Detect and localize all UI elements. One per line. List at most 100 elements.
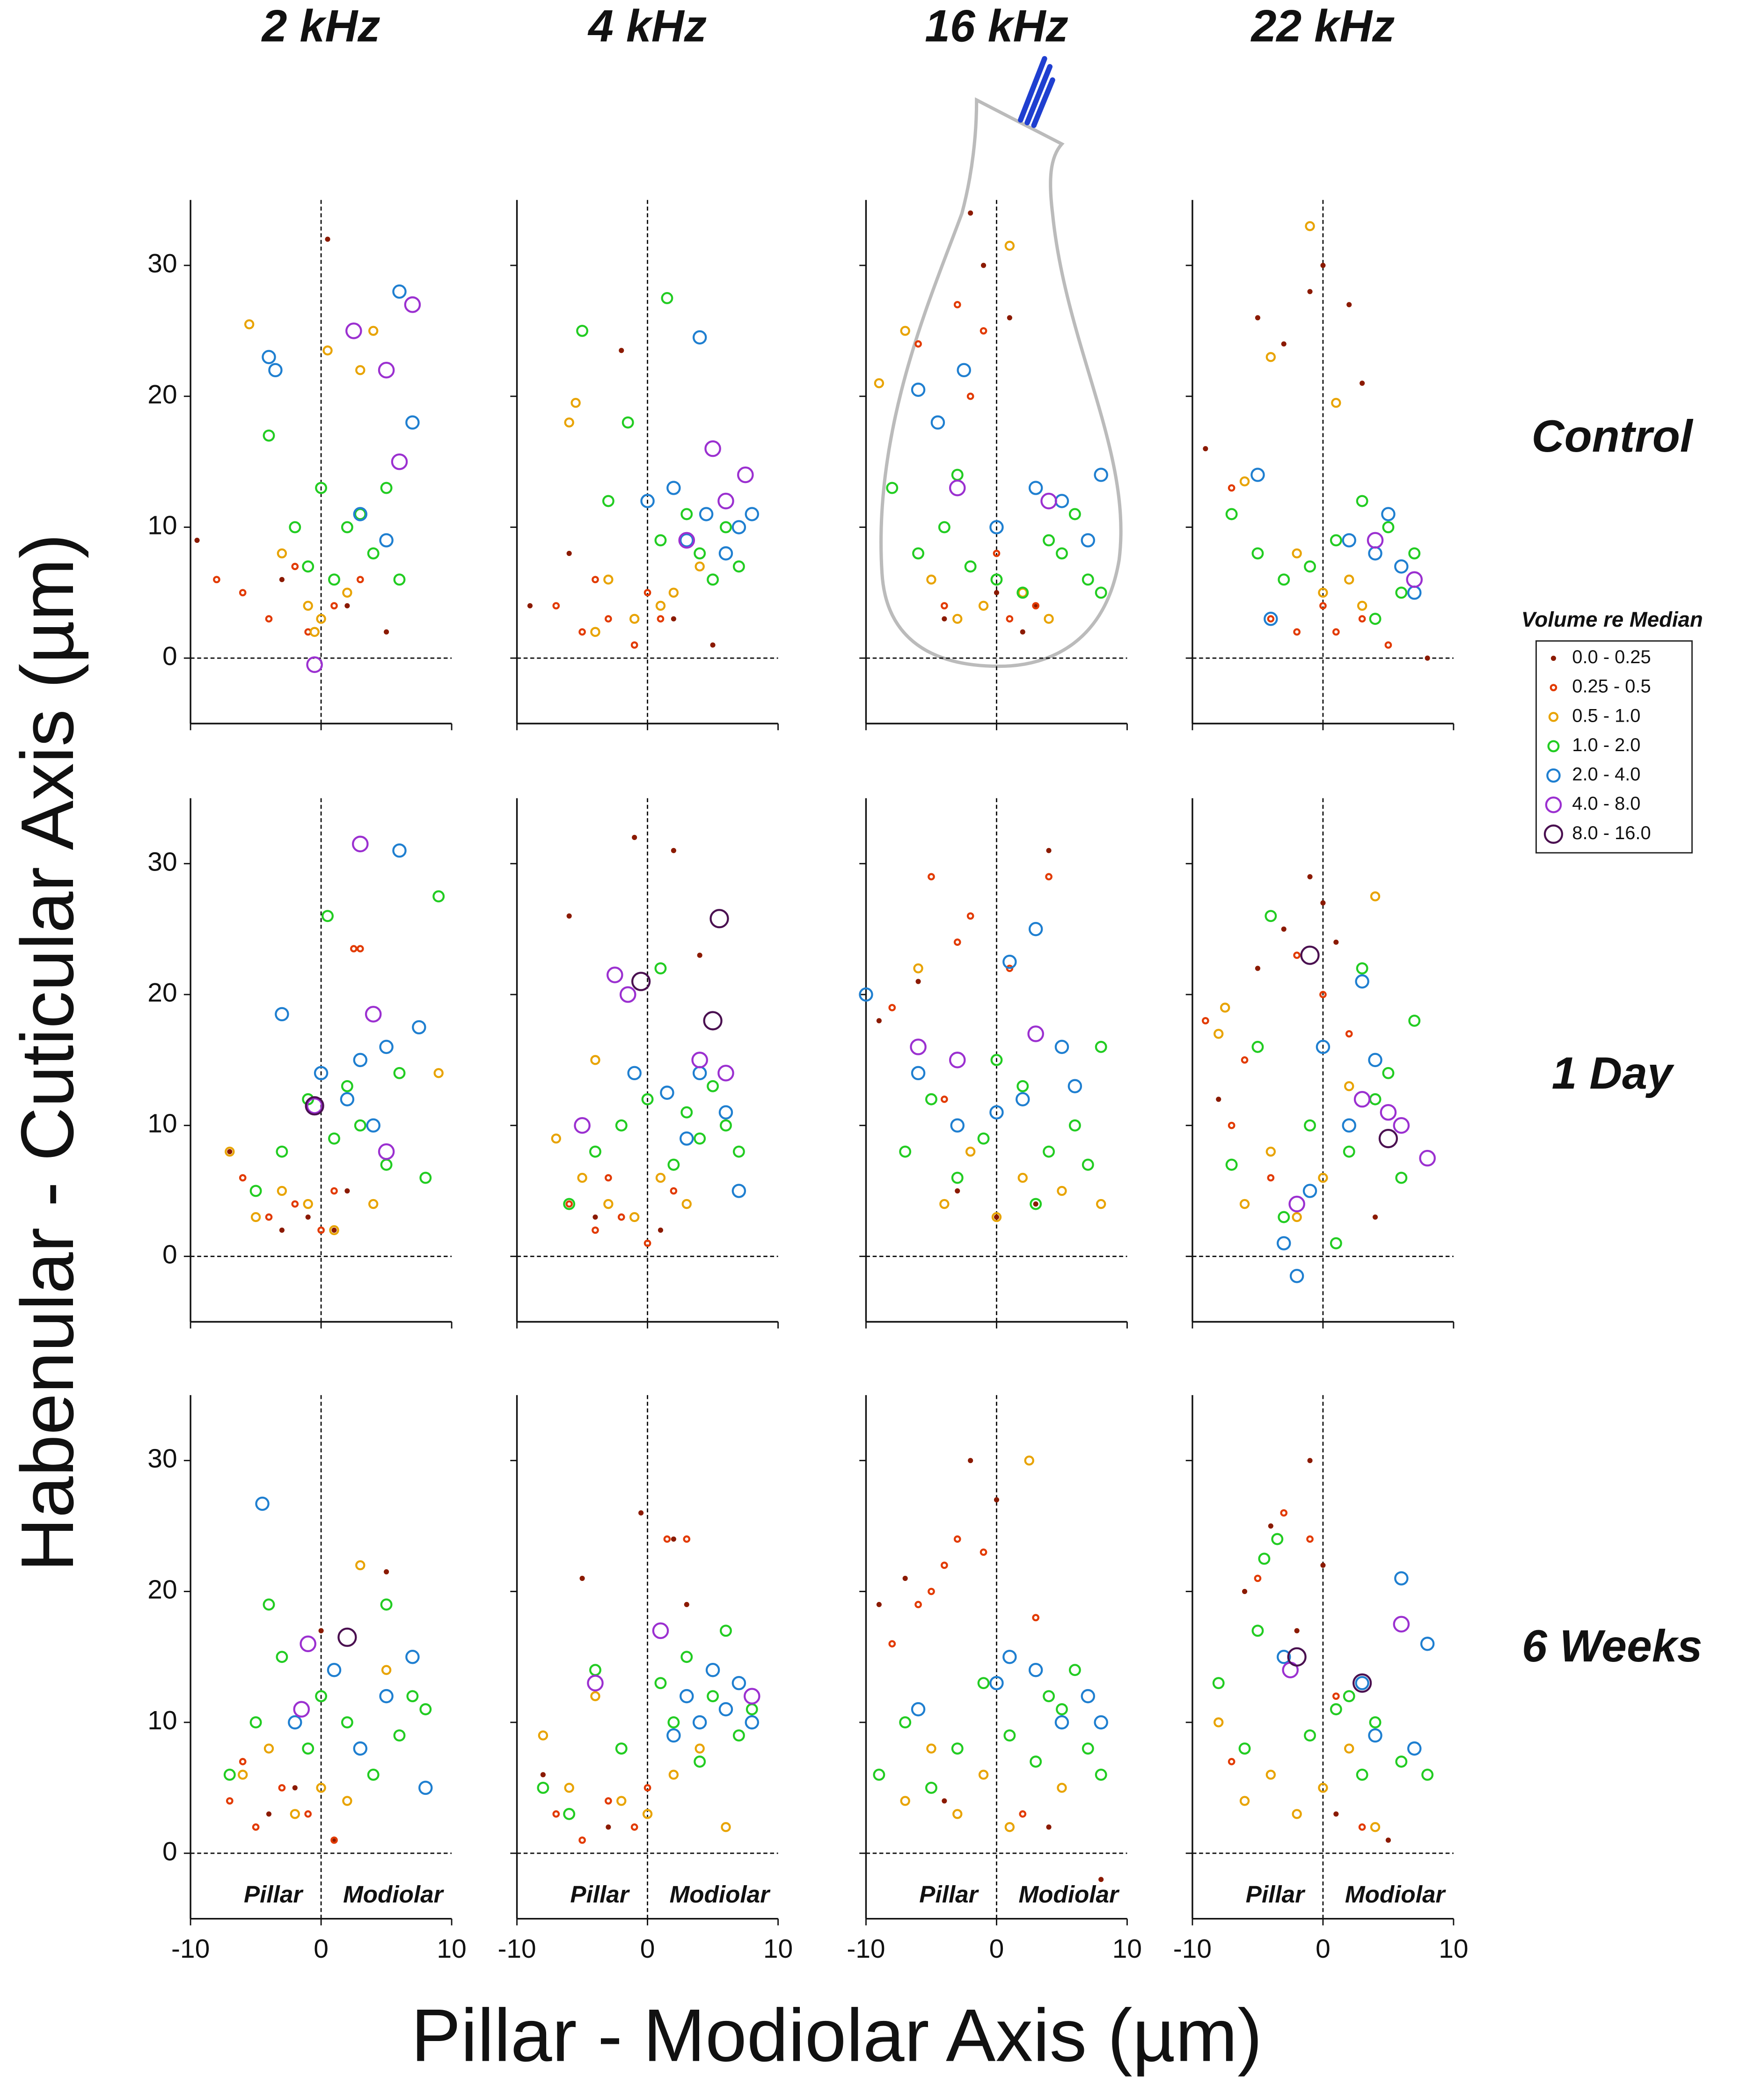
point: [1332, 628, 1340, 636]
annotation: Pillar: [1246, 1881, 1306, 1908]
point: [1343, 1145, 1355, 1158]
point: [1344, 1743, 1354, 1754]
point: [527, 603, 533, 608]
point: [1305, 221, 1315, 231]
point: [1356, 495, 1368, 507]
point: [953, 1535, 961, 1543]
point: [393, 1067, 406, 1079]
point: [694, 547, 706, 560]
point: [318, 1628, 324, 1633]
point: [551, 1133, 561, 1144]
point: [1408, 1014, 1421, 1027]
point: [658, 1227, 664, 1233]
point: [926, 574, 936, 585]
point: [1228, 1121, 1236, 1129]
point: [684, 1602, 689, 1607]
point: [681, 1199, 692, 1209]
point: [717, 1065, 734, 1082]
point: [1419, 1149, 1436, 1167]
point: [731, 1676, 746, 1690]
point: [1358, 615, 1366, 623]
point: [1293, 951, 1301, 959]
row-label: 6 Weeks: [1522, 1620, 1703, 1671]
point: [566, 913, 572, 919]
point: [1353, 1090, 1371, 1108]
point: [1030, 1756, 1042, 1768]
point: [1068, 508, 1081, 520]
point: [1250, 468, 1265, 482]
point: [654, 962, 667, 975]
point: [316, 614, 326, 624]
point: [911, 1066, 926, 1081]
point: [1095, 1769, 1107, 1781]
point: [952, 614, 963, 624]
point: [914, 340, 922, 348]
point: [703, 1011, 723, 1031]
point: [978, 600, 989, 611]
point: [1016, 586, 1029, 599]
legend-label: 0.0 - 0.25: [1572, 647, 1651, 667]
point: [1369, 613, 1382, 625]
point: [1395, 1756, 1408, 1768]
legend-label: 0.25 - 0.5: [1572, 676, 1651, 697]
point: [293, 1701, 310, 1718]
point: [314, 1066, 329, 1081]
point: [657, 615, 665, 623]
point: [432, 890, 445, 903]
point: [578, 628, 586, 636]
point: [1281, 926, 1287, 932]
point: [353, 507, 368, 521]
point: [340, 1092, 355, 1106]
point: [587, 1675, 604, 1691]
legend-marker: [1546, 768, 1561, 783]
point: [564, 1783, 574, 1793]
y-tick-label: 0: [162, 1837, 177, 1866]
point: [989, 520, 1004, 534]
point: [1304, 1729, 1316, 1742]
point: [941, 602, 948, 610]
legend-label: 0.5 - 1.0: [1572, 705, 1640, 726]
point: [384, 1569, 389, 1574]
point: [279, 577, 285, 582]
point: [288, 1715, 302, 1730]
point: [291, 1200, 299, 1208]
point: [1225, 508, 1238, 520]
point: [1239, 1796, 1250, 1806]
point: [680, 1131, 694, 1146]
point: [670, 1187, 678, 1195]
point: [1046, 1824, 1052, 1830]
point: [718, 546, 733, 561]
point: [1055, 1703, 1068, 1716]
point: [379, 533, 394, 548]
y-tick-label: 30: [147, 249, 177, 278]
point: [330, 1187, 338, 1195]
point: [1355, 974, 1369, 989]
point: [981, 263, 987, 268]
y-tick-label: 10: [147, 1705, 177, 1735]
point: [1380, 1104, 1397, 1121]
point: [1046, 848, 1052, 853]
point: [1300, 945, 1320, 965]
x-tick-label: -10: [1173, 1934, 1212, 1964]
point: [1032, 1614, 1039, 1622]
column-title: 2 kHz: [261, 0, 380, 51]
annotation: Modiolar: [343, 1881, 445, 1908]
x-tick-label: -10: [497, 1934, 536, 1964]
y-tick-label: 0: [162, 641, 177, 671]
point: [915, 979, 921, 984]
point: [289, 521, 301, 534]
point: [1098, 1877, 1104, 1882]
point: [1307, 874, 1313, 879]
point: [1318, 1172, 1328, 1183]
annotation: Modiolar: [1345, 1881, 1447, 1908]
point: [1095, 1040, 1107, 1053]
point: [1395, 1171, 1408, 1184]
point: [1082, 1158, 1094, 1171]
x-tick-label: 10: [437, 1934, 466, 1964]
point: [302, 560, 314, 573]
point: [1370, 891, 1381, 901]
point: [699, 507, 714, 521]
point: [994, 1497, 1000, 1503]
point: [951, 1171, 964, 1184]
